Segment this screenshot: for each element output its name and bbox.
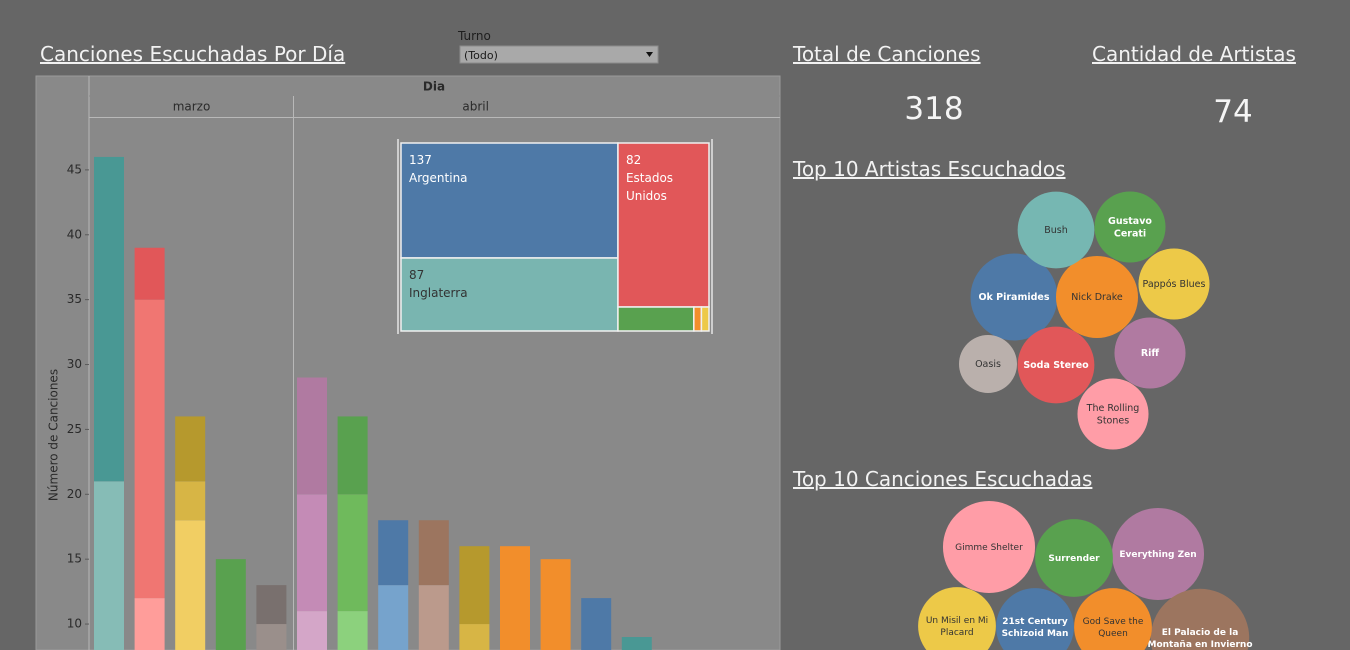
treemap-label: Estados Unidos bbox=[626, 171, 673, 203]
y-tick-label: 35 bbox=[67, 292, 82, 306]
filter-label: Turno bbox=[457, 29, 491, 43]
bubble-label: Un Misil en Mi Placard bbox=[926, 616, 988, 638]
kpi-title: Total de Canciones bbox=[792, 42, 981, 66]
treemap-cell bbox=[700, 306, 710, 332]
bubble bbox=[1094, 191, 1166, 263]
treemap-cell bbox=[693, 306, 703, 332]
bar-segment bbox=[175, 520, 206, 650]
y-axis-label: Número de Canciones bbox=[47, 369, 61, 501]
bar-segment bbox=[418, 520, 449, 586]
treemap-cell bbox=[400, 257, 619, 332]
bar-segment bbox=[378, 520, 409, 586]
y-tick-label: 45 bbox=[67, 162, 82, 176]
treemap-cell bbox=[400, 142, 619, 259]
bar-segment bbox=[459, 624, 490, 650]
y-tick-label: 40 bbox=[67, 227, 82, 241]
kpi-title: Cantidad de Artistas bbox=[1092, 42, 1296, 66]
bubble bbox=[1017, 326, 1095, 404]
bar-segment bbox=[297, 611, 327, 650]
bar-segment bbox=[459, 546, 490, 625]
bubble-label: Ok Piramides bbox=[978, 292, 1049, 303]
bar-segment bbox=[337, 611, 368, 650]
bubble-label: Riff bbox=[1141, 348, 1160, 359]
bubble bbox=[1055, 255, 1139, 339]
bubble bbox=[970, 253, 1058, 341]
bubble bbox=[996, 588, 1074, 650]
bar-segment bbox=[134, 247, 165, 300]
bubble-label: Everything Zen bbox=[1119, 550, 1196, 560]
x-group-label: marzo bbox=[173, 100, 211, 114]
bubble bbox=[1035, 519, 1113, 597]
bubble-label: Oasis bbox=[975, 359, 1001, 370]
filter-dropdown[interactable]: (Todo) bbox=[459, 45, 659, 64]
bar-segment bbox=[175, 481, 206, 521]
bar-chart-title: Canciones Escuchadas Por Día bbox=[40, 42, 345, 66]
bar-segment bbox=[94, 156, 124, 482]
treemap-value: 82 bbox=[626, 153, 641, 167]
treemap-value: 87 bbox=[409, 268, 424, 282]
bubble bbox=[1138, 248, 1210, 320]
bar-segment bbox=[581, 598, 612, 650]
bubble bbox=[918, 587, 996, 650]
bubble bbox=[1111, 507, 1205, 601]
bar-segment bbox=[297, 377, 327, 495]
bubble bbox=[1017, 191, 1095, 269]
y-tick-label: 10 bbox=[67, 617, 82, 631]
y-tick-label: 30 bbox=[67, 357, 82, 371]
bar-segment bbox=[256, 585, 287, 625]
bubble-chart-title: Top 10 Artistas Escuchados bbox=[792, 157, 1066, 181]
treemap-label: Inglaterra bbox=[409, 286, 468, 300]
bar-segment bbox=[540, 559, 571, 650]
treemap-cell bbox=[617, 142, 710, 308]
bar-segment bbox=[297, 494, 327, 612]
treemap-value: 137 bbox=[409, 153, 432, 167]
bubble bbox=[942, 500, 1036, 594]
bubble-label: Gustavo Cerati bbox=[1108, 215, 1152, 239]
bar-segment bbox=[500, 546, 530, 650]
treemap-cell bbox=[617, 306, 695, 332]
bubble-label: Bush bbox=[1044, 225, 1068, 236]
dropdown-value[interactable]: (Todo) bbox=[464, 49, 498, 62]
bubble-label: Pappós Blues bbox=[1143, 279, 1206, 290]
bubble bbox=[1077, 378, 1149, 450]
bar-segment bbox=[378, 585, 409, 650]
dropdown-box[interactable] bbox=[459, 45, 659, 64]
bar-segment bbox=[215, 559, 246, 650]
bar-segment bbox=[256, 624, 287, 650]
treemap-label: Argentina bbox=[409, 171, 468, 185]
bar-segment bbox=[337, 494, 368, 612]
bubble bbox=[1074, 588, 1152, 650]
kpi-value: 74 bbox=[1213, 94, 1252, 130]
bubble-label: God Save the Queen bbox=[1083, 617, 1144, 639]
y-tick-label: 20 bbox=[67, 487, 82, 501]
bar-segment bbox=[418, 585, 449, 650]
bar-segment bbox=[134, 299, 165, 599]
kpi-value: 318 bbox=[904, 91, 963, 127]
y-tick-label: 25 bbox=[67, 422, 82, 436]
plot-area bbox=[94, 156, 652, 650]
x-group-label: abril bbox=[462, 100, 489, 114]
bubble bbox=[1150, 588, 1250, 650]
y-tick-label: 15 bbox=[67, 552, 82, 566]
bar-segment bbox=[94, 481, 124, 650]
bar-segment bbox=[337, 416, 368, 495]
bubble bbox=[1114, 317, 1186, 389]
bubble-chart-title: Top 10 Canciones Escuchadas bbox=[792, 467, 1092, 491]
bubble-label: Soda Stereo bbox=[1023, 360, 1089, 371]
bubble-label: Gimme Shelter bbox=[955, 543, 1023, 553]
bubble-label: The Rolling Stones bbox=[1086, 402, 1140, 426]
bubble-label: 21st Century Schizoid Man bbox=[1002, 617, 1069, 639]
bubble bbox=[959, 335, 1017, 393]
bubble-label: Surrender bbox=[1048, 554, 1100, 564]
bar-segment bbox=[621, 637, 652, 650]
bar-segment bbox=[134, 598, 165, 650]
bubble-label: Nick Drake bbox=[1071, 292, 1123, 303]
column-header: Dia bbox=[423, 80, 445, 94]
bubble-label: El Palacio de la Montaña en Invierno bbox=[1147, 628, 1252, 650]
bar-segment bbox=[175, 416, 206, 482]
dropdown-arrow[interactable] bbox=[646, 52, 653, 57]
